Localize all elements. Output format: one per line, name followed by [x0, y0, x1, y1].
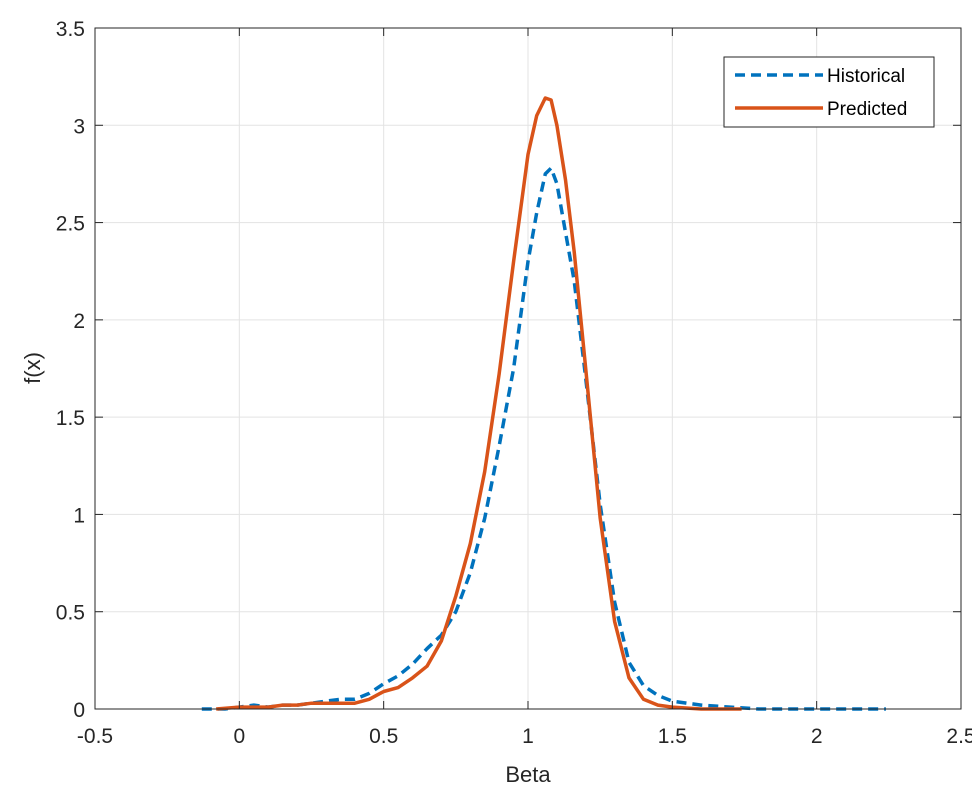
y-tick-label: 2 [73, 310, 85, 333]
x-tick-label: 2 [811, 725, 823, 748]
tick-labels: -0.5 0 0.5 1 1.5 2 2.5 0 0.5 1 1.5 2 2.5 3 3.5 [56, 18, 972, 748]
legend-label-historical: Historical [827, 66, 905, 87]
y-tick-label: 1 [73, 504, 85, 527]
legend-label-predicted: Predicted [827, 99, 907, 120]
x-tick-label: 1.5 [658, 725, 687, 748]
x-tick-label: 1 [522, 725, 534, 748]
y-tick-label: 3.5 [56, 18, 85, 41]
legend-box [723, 56, 935, 128]
y-axis-label: f(x) [20, 352, 45, 384]
x-axis-label: Beta [505, 762, 551, 787]
x-tick-label: 0 [233, 725, 245, 748]
x-tick-label: 0.5 [369, 725, 398, 748]
ticks [94, 27, 962, 710]
y-tick-label: 2.5 [56, 213, 85, 236]
y-tick-label: 1.5 [56, 407, 85, 430]
y-tick-label: 0.5 [56, 602, 85, 625]
legend: Historical Predicted [723, 56, 935, 128]
x-tick-label: -0.5 [77, 725, 113, 748]
y-tick-label: 3 [73, 115, 85, 138]
series-layer [201, 96, 886, 711]
y-tick-label: 0 [73, 699, 85, 722]
x-tick-label: 2.5 [946, 725, 972, 748]
series-line-predicted [216, 96, 742, 711]
